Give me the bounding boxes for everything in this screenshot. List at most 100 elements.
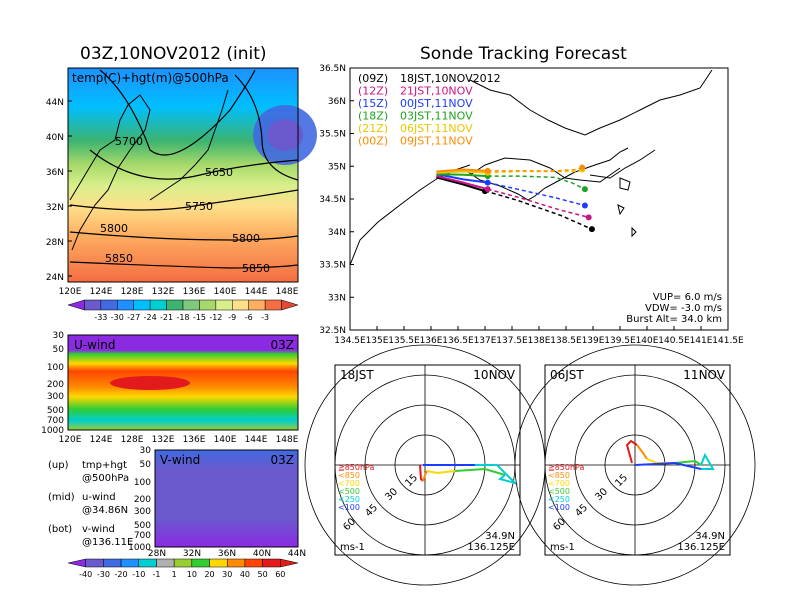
uwind-lon-tick: 120E xyxy=(59,435,82,445)
legend-note-sub: @34.86N xyxy=(82,505,128,516)
map500-contour-label: 5650 xyxy=(205,166,233,179)
track-lat-tick: 34N xyxy=(328,228,346,238)
hodo-wind-segment xyxy=(674,459,702,466)
track-lon-tick: 137E xyxy=(474,336,497,346)
track-island-2 xyxy=(617,204,625,216)
uwind-pressure-tick: 30 xyxy=(53,331,65,341)
hodo-unit: ms-1 xyxy=(340,542,365,553)
map500-label: temp(C)+hgt(m)@500hPa xyxy=(72,71,229,85)
track-legend-code: (09Z) xyxy=(358,72,388,85)
hodo-wind-segment xyxy=(475,464,519,485)
vwind-pressure-tick: 700 xyxy=(134,531,151,541)
wind-colorbar-tick: 50 xyxy=(258,570,268,579)
wind-colorbar-tick: 30 xyxy=(222,570,232,579)
uwind-pressure-tick: 700 xyxy=(47,416,64,426)
legend-note-text: tmp+hgt xyxy=(82,460,127,471)
track-lat-tick: 32.5N xyxy=(319,326,346,336)
vwind-pressure-tick: 30 xyxy=(140,446,152,456)
track-landing-point xyxy=(588,226,595,233)
hodo-time-label: 18JST xyxy=(340,368,374,382)
map500-lon-tick: 132E xyxy=(152,287,175,297)
left-title: 03Z,10NOV2012 (init) xyxy=(80,44,267,64)
map500-lon-tick: 124E xyxy=(90,287,113,297)
hodo-lat: 34.9N xyxy=(695,531,725,542)
map500-lat-tick: 24N xyxy=(46,273,64,283)
hodo-unit: ms-1 xyxy=(550,542,575,553)
wind-colorbar-swatch xyxy=(156,558,175,568)
map500-lon-tick: 128E xyxy=(121,287,144,297)
map500-contour-label: 5700 xyxy=(115,135,143,148)
track-lat-tick: 36N xyxy=(328,97,346,107)
wind-colorbar-tick: -30 xyxy=(97,570,110,579)
track-lon-tick: 138E xyxy=(528,336,551,346)
uwind-lon-tick: 128E xyxy=(121,435,144,445)
map500-lat-ticks: 24N 28N 32N 36N 40N 44N xyxy=(46,98,72,283)
map500-lat-tick: 44N xyxy=(46,98,64,108)
vwind-frame xyxy=(154,449,299,548)
uwind-pressure-tick: 50 xyxy=(53,345,65,355)
track-lon-tick: 139E xyxy=(582,336,605,346)
track-legend-desc: 06JST,11NOV xyxy=(400,122,473,135)
track-lon-tick: 136.5E xyxy=(442,336,474,346)
track-coast-honshu-south xyxy=(469,157,621,183)
map500-colorbar-tick: -12 xyxy=(209,313,222,322)
map500-colorbar-swatch xyxy=(264,299,282,311)
hodo-key-entry: ≧850hPa xyxy=(338,463,375,472)
uwind-pressure-tick: 500 xyxy=(47,406,64,416)
map500-colorbar-tick: -18 xyxy=(176,313,189,322)
hodo-wind-segment xyxy=(634,461,702,470)
legend-note-key: (up) xyxy=(48,460,69,471)
map500-colorbar-tick: -24 xyxy=(144,313,157,322)
legend-note-key: (bot) xyxy=(48,524,72,535)
wind-colorbar-swatch xyxy=(209,558,228,568)
wind-colorbar-tick: 40 xyxy=(240,570,250,579)
track-line-descent xyxy=(487,166,583,172)
map500-lat-tick: 36N xyxy=(46,168,64,178)
wind-colorbar-tick: 20 xyxy=(204,570,214,579)
track-coast-kii xyxy=(467,147,629,201)
map500-lon-tick: 136E xyxy=(183,287,206,297)
track-legend-code: (18Z) xyxy=(358,110,388,123)
wind-colorbar-swatch xyxy=(173,558,193,568)
track-lon-tick: 138.5E xyxy=(550,336,582,346)
map500-lat-tick: 32N xyxy=(46,203,64,213)
hodo-key-entry: ≧850hPa xyxy=(548,463,585,472)
track-lon-tick: 137.5E xyxy=(496,336,528,346)
map500-lon-tick: 144E xyxy=(245,287,268,297)
wind-colorbar-swatch xyxy=(244,558,263,568)
map500-colorbar-tick: -9 xyxy=(228,313,236,322)
track-frame xyxy=(349,67,729,331)
hodo-key-entry: <700 xyxy=(338,479,360,488)
track-lines xyxy=(436,164,595,233)
map500-lon-tick: 148E xyxy=(276,287,299,297)
map500-lon-tick: 140E xyxy=(214,287,237,297)
hodo-key-entry: <700 xyxy=(548,479,570,488)
wind-colorbar-tick: -1 xyxy=(152,570,160,579)
map500-colorbar-swatch xyxy=(281,299,299,311)
hodo-date-label: 11NOV xyxy=(683,368,725,382)
map500-colorbar: -33 -30 -27 -24 -21 -18 -15 -12 -9 -6 -3 xyxy=(67,299,299,322)
track-panel: 36.5N 36N 35.5N 35N 34.5N 34N 33.5N 33N 32.5N 13… xyxy=(319,64,744,346)
map500-japan-coast xyxy=(149,89,229,201)
track-param: Burst Alt= 34.0 km xyxy=(626,314,722,325)
uwind-pressure-tick: 100 xyxy=(47,363,64,373)
wind-colorbar-swatch xyxy=(85,558,104,568)
wind-colorbar-tick: 10 xyxy=(187,570,197,579)
wind-colorbar-swatch xyxy=(120,558,140,568)
hodo-key-entry: <250 xyxy=(338,495,360,504)
vwind-lat-tick: 40N xyxy=(253,549,271,559)
hodo-key-entry: <500 xyxy=(548,487,570,496)
vwind-pressure-tick: 500 xyxy=(134,521,151,531)
track-lon-tick: 136E xyxy=(420,336,443,346)
map500-colorbar-swatch xyxy=(166,299,184,311)
track-legend-code: (12Z) xyxy=(358,85,388,98)
uwind-lon-tick: 136E xyxy=(183,435,206,445)
hodo-lon: 136.125E xyxy=(677,542,725,553)
track-line-descent xyxy=(487,181,586,207)
track-lat-tick: 35.5N xyxy=(319,130,346,140)
track-burst-point xyxy=(484,186,491,193)
